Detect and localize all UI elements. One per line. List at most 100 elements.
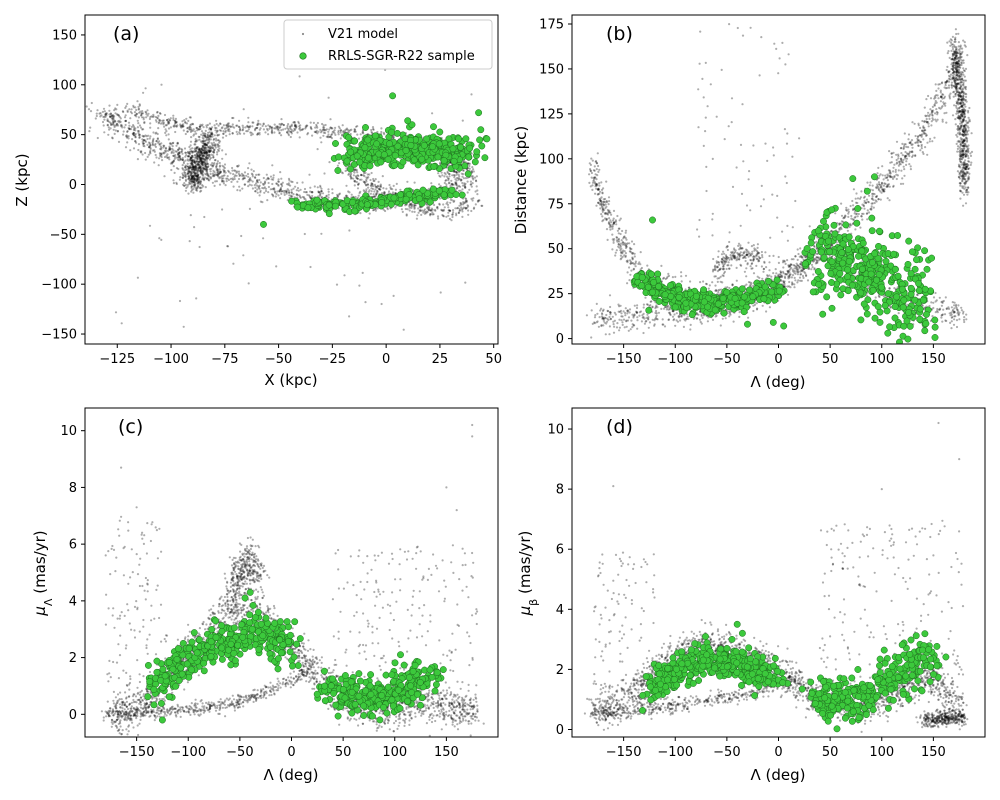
model-point xyxy=(959,56,962,59)
model-point xyxy=(187,171,191,174)
model-point xyxy=(872,192,875,195)
model-point xyxy=(612,217,615,220)
model-point xyxy=(200,147,203,150)
model-point xyxy=(211,162,214,165)
model-point xyxy=(395,182,398,185)
model-point xyxy=(640,266,644,270)
model-point xyxy=(156,110,159,114)
model-point xyxy=(192,160,195,163)
model-point xyxy=(935,120,938,123)
model-point xyxy=(265,178,268,181)
model-point xyxy=(889,170,892,173)
model-point xyxy=(236,124,239,127)
model-point xyxy=(126,102,129,105)
model-point xyxy=(426,207,429,210)
model-point xyxy=(189,166,192,169)
model-point xyxy=(204,151,208,154)
model-point xyxy=(206,168,209,171)
model-point xyxy=(897,164,901,167)
model-point xyxy=(174,154,177,157)
model-point xyxy=(201,154,204,157)
model-point xyxy=(870,202,873,205)
model-point xyxy=(175,144,178,147)
model-point xyxy=(171,161,174,164)
model-point xyxy=(238,128,241,131)
model-point xyxy=(361,131,364,134)
model-point xyxy=(394,191,397,195)
model-point xyxy=(130,112,133,115)
model-point xyxy=(791,270,795,273)
model-point xyxy=(115,122,118,125)
model-point xyxy=(392,136,395,139)
model-point xyxy=(203,142,206,145)
model-point xyxy=(87,108,91,111)
model-point xyxy=(109,112,112,115)
model-point xyxy=(461,203,465,206)
model-point xyxy=(365,188,368,191)
model-point xyxy=(451,183,454,186)
model-point xyxy=(931,140,934,143)
model-point xyxy=(458,175,461,178)
model-point xyxy=(858,197,862,200)
model-point xyxy=(327,188,330,191)
model-point xyxy=(611,227,614,230)
model-point xyxy=(158,143,161,146)
x-tick-label: 0 xyxy=(382,352,390,367)
model-point xyxy=(213,148,216,151)
model-point xyxy=(867,200,870,203)
model-point xyxy=(461,181,464,185)
model-point xyxy=(441,209,444,212)
model-point xyxy=(221,157,224,160)
model-point xyxy=(345,167,348,170)
model-point xyxy=(184,179,187,182)
model-point xyxy=(476,189,479,192)
model-point xyxy=(241,129,244,132)
model-point xyxy=(310,127,313,131)
model-point xyxy=(752,304,755,307)
model-point xyxy=(452,174,455,177)
model-point xyxy=(200,147,203,150)
model-point xyxy=(605,180,608,183)
model-point xyxy=(198,125,201,128)
model-point xyxy=(195,132,198,135)
model-point xyxy=(372,209,375,212)
model-point xyxy=(317,130,320,133)
model-point xyxy=(199,172,202,175)
model-point xyxy=(950,78,953,81)
model-point xyxy=(96,136,99,140)
model-point xyxy=(219,129,223,132)
model-point xyxy=(202,174,205,177)
model-point xyxy=(213,134,216,137)
model-point xyxy=(187,167,191,170)
model-point xyxy=(104,113,107,117)
model-point xyxy=(597,170,600,173)
model-point xyxy=(201,169,204,172)
model-point xyxy=(172,159,175,163)
model-point xyxy=(861,212,864,215)
model-point xyxy=(592,179,595,183)
model-point xyxy=(925,134,928,137)
model-point xyxy=(211,144,214,147)
model-point xyxy=(192,183,195,187)
model-point xyxy=(164,128,167,131)
model-point xyxy=(461,188,464,191)
model-point xyxy=(320,232,323,235)
model-point xyxy=(380,130,383,134)
model-point xyxy=(187,177,190,180)
model-point xyxy=(188,128,191,131)
model-point xyxy=(187,155,190,158)
model-point xyxy=(125,134,128,137)
model-point xyxy=(256,133,259,136)
model-point xyxy=(304,127,307,130)
model-point xyxy=(892,185,895,188)
model-point xyxy=(204,167,207,170)
model-point xyxy=(209,149,212,153)
model-point xyxy=(288,191,291,194)
model-point xyxy=(784,262,787,265)
model-point xyxy=(251,187,254,190)
model-point xyxy=(202,156,205,159)
model-point xyxy=(178,159,181,162)
model-point xyxy=(186,171,189,174)
model-point xyxy=(163,144,166,147)
model-point xyxy=(297,120,300,123)
